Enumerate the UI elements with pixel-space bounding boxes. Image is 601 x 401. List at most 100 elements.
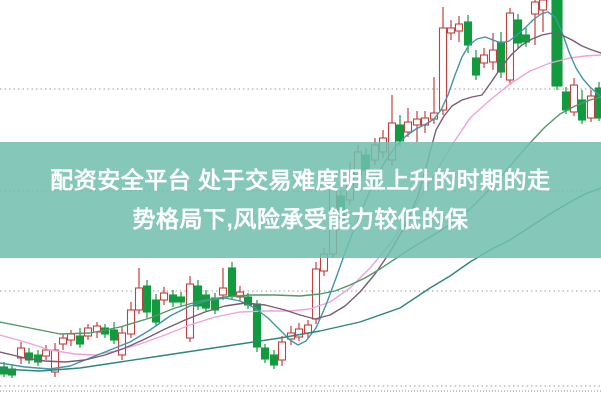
candle [454, 16, 464, 42]
candle-body [0, 366, 9, 375]
candle-body [269, 354, 279, 366]
candle-body [446, 27, 456, 34]
candle-body [193, 285, 203, 307]
candle [260, 344, 270, 363]
candle [479, 48, 489, 68]
candle [92, 322, 102, 338]
candle [33, 350, 43, 366]
candle-body [109, 329, 119, 341]
candle [311, 262, 321, 324]
candle [488, 33, 498, 70]
candle-body [505, 12, 515, 81]
candle-series [0, 0, 601, 378]
candle-body [403, 121, 413, 133]
candle-body [168, 294, 178, 303]
candle [41, 345, 51, 360]
candle [561, 87, 571, 114]
candle [551, 0, 563, 90]
candle [50, 343, 60, 377]
candle [142, 280, 152, 318]
candle [24, 348, 34, 364]
candle [75, 328, 85, 348]
candle-body [227, 267, 237, 297]
candle [538, 0, 548, 32]
candle-body [538, 0, 548, 11]
candle [7, 364, 17, 378]
candle [471, 50, 481, 80]
candle-body [75, 335, 85, 345]
candle [210, 293, 220, 314]
candle [66, 330, 76, 346]
candle-body [41, 349, 51, 357]
candle [126, 302, 136, 338]
candle-body [33, 354, 43, 363]
candle [168, 290, 178, 307]
candle-body [218, 287, 228, 296]
candle [83, 324, 93, 340]
candle-body [303, 324, 313, 334]
candle [594, 82, 601, 121]
candle-body [479, 54, 489, 64]
ma-pink [0, 54, 601, 356]
overlay-text-line-1: 配资安全平台 处于交易难度明显上升的时期的走 [50, 167, 551, 193]
candle [159, 287, 169, 305]
candle-body [463, 21, 473, 46]
candle-body [66, 333, 76, 341]
candle [269, 350, 279, 369]
candle-body [395, 124, 405, 142]
candle [569, 78, 579, 116]
candle-body [530, 1, 540, 15]
candle [235, 286, 245, 301]
candle-body [58, 337, 68, 345]
candle [16, 342, 26, 364]
candle-body [488, 49, 498, 63]
candle-body [496, 41, 506, 73]
candle-body [185, 283, 195, 339]
candle-body [16, 347, 26, 359]
candle-body [561, 91, 571, 111]
candle [176, 292, 186, 306]
candle-body [454, 23, 464, 32]
candle-body [569, 84, 579, 113]
overlay-banner: 配资安全平台 处于交易难度明显上升的时期的走 势格局下,风险承受能力较低的保 [0, 142, 601, 258]
candle-body [471, 57, 481, 76]
candle [446, 20, 456, 40]
candle [403, 108, 413, 137]
candle [577, 90, 587, 124]
candle [496, 32, 506, 78]
candle-body [438, 27, 448, 111]
candle-body [83, 327, 93, 337]
candle [294, 323, 304, 341]
candle-body [412, 118, 422, 126]
candle-body [126, 309, 136, 335]
candle [438, 7, 448, 115]
candle-body [159, 292, 169, 301]
candle [218, 268, 228, 300]
candle-body [134, 287, 144, 311]
candle-body [551, 0, 563, 87]
candle [420, 111, 430, 133]
candle [277, 336, 287, 366]
candle-body [260, 347, 270, 360]
candle-body [24, 352, 34, 361]
candle-body [594, 87, 601, 119]
overlay-text-line-2: 势格局下,风险承受能力较低的保 [132, 206, 469, 232]
candle [412, 111, 422, 142]
candle-body [586, 95, 596, 119]
candle [109, 322, 119, 344]
candle [586, 90, 596, 122]
candle [227, 262, 237, 300]
candle-body [176, 296, 186, 303]
candle-body [142, 285, 152, 313]
candle-body [151, 299, 161, 323]
candle [505, 8, 515, 85]
candle-body [277, 341, 287, 361]
candle [151, 294, 161, 326]
candle [185, 276, 195, 342]
candle [134, 268, 144, 314]
candle-body [235, 291, 245, 298]
candle-body [577, 99, 587, 121]
candle [117, 326, 127, 360]
